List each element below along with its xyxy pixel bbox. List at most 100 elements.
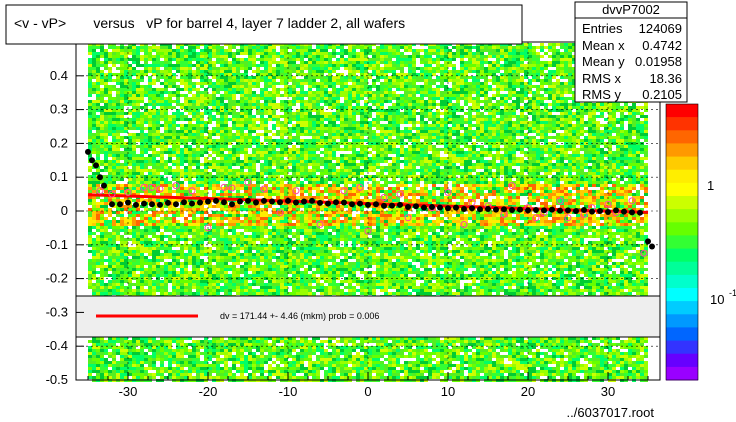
heatmap-cell — [444, 157, 448, 160]
heatmap-cell — [468, 118, 472, 121]
heatmap-cell — [100, 52, 104, 55]
heatmap-cell — [476, 85, 480, 88]
heatmap-cell — [372, 124, 376, 127]
heatmap-cell — [384, 127, 388, 130]
heatmap-cell — [360, 106, 364, 109]
heatmap-cell — [604, 136, 608, 139]
heatmap-cell — [148, 139, 152, 142]
heatmap-cell — [596, 127, 600, 130]
heatmap-cell — [492, 124, 496, 127]
heatmap-cell — [368, 76, 372, 79]
heatmap-cell — [568, 124, 572, 127]
heatmap-cell — [96, 73, 100, 76]
heatmap-cell — [252, 154, 256, 157]
heatmap-cell — [236, 82, 240, 85]
heatmap-cell — [192, 94, 196, 97]
heatmap-cell — [344, 97, 348, 100]
heatmap-cell — [392, 163, 396, 166]
heatmap-cell — [560, 91, 564, 94]
heatmap-cell — [352, 127, 356, 130]
heatmap-cell — [260, 64, 264, 67]
heatmap-cell — [216, 46, 220, 49]
heatmap-cell — [224, 115, 228, 118]
heatmap-cell — [224, 82, 228, 85]
heatmap-cell — [160, 154, 164, 157]
heatmap-cell — [396, 163, 400, 166]
heatmap-cell — [376, 49, 380, 52]
heatmap-cell — [532, 64, 536, 67]
heatmap-cell — [120, 79, 124, 82]
heatmap-cell — [264, 76, 268, 79]
heatmap-cell — [300, 157, 304, 160]
heatmap-cell — [628, 154, 632, 157]
heatmap-cell — [212, 73, 216, 76]
heatmap-cell — [112, 133, 116, 136]
heatmap-cell — [468, 64, 472, 67]
heatmap-cell — [452, 145, 456, 148]
heatmap-cell — [180, 103, 184, 106]
heatmap-cell — [396, 79, 400, 82]
heatmap-cell — [360, 46, 364, 49]
heatmap-cell — [204, 61, 208, 64]
heatmap-cell — [396, 157, 400, 160]
heatmap-cell — [236, 133, 240, 136]
heatmap-cell — [632, 142, 636, 145]
heatmap-cell — [248, 61, 252, 64]
heatmap-cell — [240, 163, 244, 166]
heatmap-cell — [532, 121, 536, 124]
heatmap-cell — [152, 106, 156, 109]
heatmap-cell — [124, 52, 128, 55]
heatmap-cell — [424, 61, 428, 64]
heatmap-cell — [444, 148, 448, 151]
heatmap-cell — [552, 55, 556, 58]
heatmap-cell — [268, 97, 272, 100]
heatmap-cell — [188, 76, 192, 79]
heatmap-cell — [204, 94, 208, 97]
heatmap-cell — [484, 67, 488, 70]
heatmap-cell — [436, 160, 440, 163]
heatmap-cell — [528, 130, 532, 133]
heatmap-cell — [332, 88, 336, 91]
heatmap-cell — [608, 118, 612, 121]
heatmap-cell — [152, 73, 156, 76]
heatmap-cell — [428, 133, 432, 136]
heatmap-cell — [152, 112, 156, 115]
heatmap-cell — [424, 154, 428, 157]
heatmap-cell — [440, 121, 444, 124]
heatmap-cell — [364, 46, 368, 49]
heatmap-cell — [400, 151, 404, 154]
heatmap-cell — [400, 85, 404, 88]
heatmap-cell — [572, 133, 576, 136]
heatmap-cell — [356, 58, 360, 61]
heatmap-cell — [516, 82, 520, 85]
heatmap-cell — [524, 58, 528, 61]
heatmap-cell — [472, 109, 476, 112]
heatmap-cell — [104, 49, 108, 52]
heatmap-cell — [464, 136, 468, 139]
heatmap-cell — [608, 142, 612, 145]
heatmap-cell — [520, 100, 524, 103]
heatmap-cell — [300, 103, 304, 106]
heatmap-cell — [104, 106, 108, 109]
heatmap-cell — [504, 151, 508, 154]
heatmap-cell — [96, 88, 100, 91]
heatmap-cell — [560, 160, 564, 163]
heatmap-cell — [316, 61, 320, 64]
heatmap-cell — [468, 136, 472, 139]
heatmap-cell — [220, 85, 224, 88]
heatmap-cell — [228, 106, 232, 109]
heatmap-cell — [320, 91, 324, 94]
heatmap-cell — [100, 91, 104, 94]
heatmap-cell — [152, 130, 156, 133]
heatmap-cell — [484, 88, 488, 91]
heatmap-cell — [520, 145, 524, 148]
heatmap-cell — [464, 52, 468, 55]
heatmap-cell — [424, 115, 428, 118]
heatmap-cell — [228, 157, 232, 160]
heatmap-cell — [156, 124, 160, 127]
heatmap-cell — [264, 124, 268, 127]
heatmap-cell — [472, 88, 476, 91]
heatmap-cell — [300, 124, 304, 127]
heatmap-cell — [472, 70, 476, 73]
heatmap-cell — [172, 121, 176, 124]
